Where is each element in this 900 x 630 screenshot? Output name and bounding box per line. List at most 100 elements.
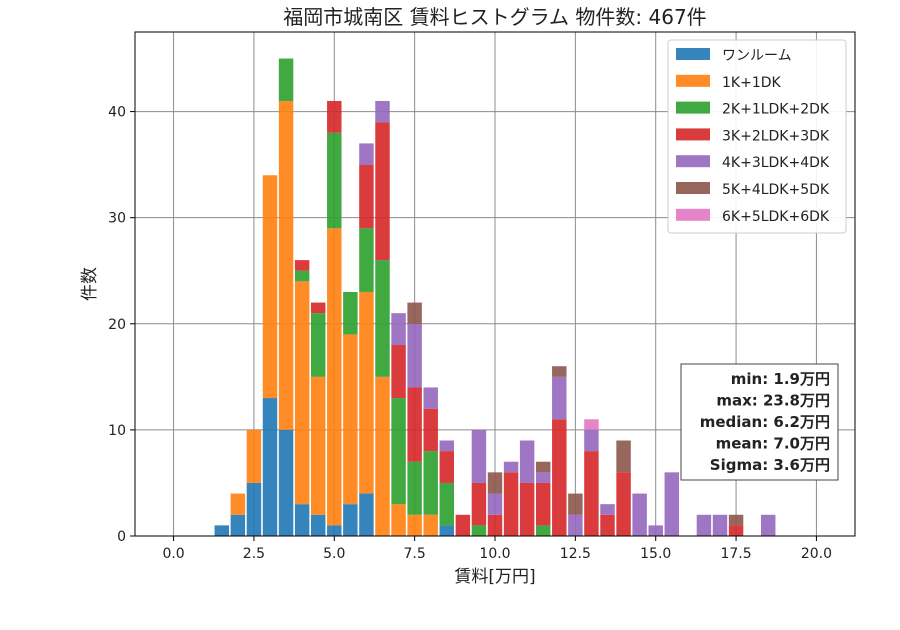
y-tick-label-0: 0: [117, 529, 126, 545]
y-tick-label-1: 10: [108, 423, 126, 439]
bar-s0-b7: [327, 525, 342, 536]
bar-s4-b30: [696, 514, 712, 536]
bar-s2-b12: [407, 461, 422, 515]
x-tick-label-0: 0.0: [162, 546, 184, 562]
bar-s0-b6: [310, 514, 326, 536]
y-tick-label-3: 30: [108, 211, 126, 227]
bar-s2-b9: [359, 228, 374, 292]
bar-s0-b2: [246, 482, 262, 536]
x-axis-label: 賃料[万円]: [454, 567, 535, 587]
bar-s2-b4: [278, 58, 294, 101]
bar-s0-b3: [262, 398, 278, 536]
bar-s4-b18: [503, 461, 519, 473]
stats-line-4: Sigma: 3.6万円: [710, 456, 830, 474]
bar-s5-b12: [407, 302, 422, 324]
bar-s4-b11: [391, 313, 406, 346]
bar-s1-b8: [343, 334, 358, 505]
bar-s1-b9: [359, 291, 374, 494]
bar-s2-b20: [535, 525, 551, 536]
bar-s5-b32: [728, 514, 744, 526]
legend-swatch-0: [676, 48, 710, 60]
legend-swatch-4: [676, 155, 710, 168]
x-tick-label-4: 10.0: [479, 546, 510, 562]
bar-s3-b14: [439, 451, 455, 483]
bar-s4-b23: [584, 429, 599, 452]
bar-s4-b22: [568, 514, 583, 536]
bar-s2-b8: [343, 291, 358, 335]
bar-s4-b16: [471, 429, 487, 483]
y-axis-ticks: 0 10 20 30 40: [108, 105, 135, 545]
bar-s1-b1: [230, 493, 246, 515]
bar-s4-b24: [600, 504, 615, 515]
legend-label-0: ワンルーム: [722, 48, 792, 64]
bar-s0-b1: [230, 514, 246, 536]
bar-s5-b17: [487, 472, 503, 494]
bar-s4-b13: [423, 387, 438, 409]
bar-s4-b28: [664, 472, 680, 536]
x-tick-label-1: 2.5: [243, 546, 265, 562]
bar-s3-b7: [327, 100, 342, 133]
bar-s3-b15: [455, 514, 471, 536]
bar-s3-b23: [584, 451, 599, 536]
bar-s6-b23: [584, 419, 599, 430]
bar-s4-b34: [760, 514, 776, 536]
bar-s0-b5: [294, 504, 310, 536]
bar-s5-b22: [568, 493, 583, 515]
legend-label-3: 3K+2LDK+3DK: [722, 128, 830, 144]
bar-s4-b20: [535, 472, 551, 483]
bar-s1-b5: [294, 281, 310, 505]
bar-s1-b10: [375, 376, 390, 536]
legend-box: [667, 39, 847, 234]
bar-s3-b24: [600, 514, 615, 536]
bar-s1-b7: [327, 228, 342, 526]
bar-s2-b13: [423, 451, 438, 515]
bar-s4-b21: [552, 376, 567, 420]
x-axis-ticks: 0.0 2.5 5.0 7.5 10.0 12.5 15.0 17.5 20.0: [162, 536, 832, 562]
bar-s3-b16: [471, 482, 487, 526]
bar-s0-b8: [343, 504, 358, 536]
bar-s1-b6: [310, 376, 326, 515]
bar-s2-b11: [391, 398, 406, 505]
bar-s3-b10: [375, 122, 390, 261]
x-tick-label-3: 7.5: [404, 546, 426, 562]
bar-s3-b19: [519, 482, 535, 536]
stats-box-frame: [680, 363, 839, 481]
bar-s4-b26: [632, 493, 647, 536]
legend: ワンルーム 1K+1DK 2K+1LDK+2DK 3K+2LDK+3DK 4K+3LDK…: [667, 39, 847, 234]
bar-s4-b31: [712, 514, 728, 536]
bar-s2-b6: [310, 313, 326, 377]
bar-s2-b16: [471, 525, 487, 536]
x-tick-label-7: 17.5: [720, 546, 751, 562]
bar-s1-b11: [391, 504, 406, 536]
y-tick-label-4: 40: [108, 105, 126, 121]
bar-s3-b13: [423, 408, 438, 452]
bar-s0-b0: [214, 525, 230, 536]
y-tick-label-2: 20: [108, 317, 126, 333]
legend-label-4: 4K+3LDK+4DK: [722, 155, 830, 171]
legend-swatch-3: [676, 128, 710, 141]
bar-s5-b25: [616, 440, 631, 473]
bar-s4-b9: [359, 143, 374, 165]
legend-swatch-5: [676, 182, 710, 194]
legend-label-1: 1K+1DK: [722, 75, 782, 91]
bar-s3-b32: [728, 525, 744, 536]
bar-s1-b13: [423, 514, 438, 536]
x-tick-label-5: 12.5: [560, 546, 591, 562]
bar-s3-b12: [407, 387, 422, 462]
bar-s3-b9: [359, 164, 374, 229]
bar-s0-b9: [359, 493, 374, 536]
bar-s2-b10: [375, 260, 390, 377]
bars: [214, 58, 776, 536]
bar-s3-b5: [294, 260, 310, 271]
stats-line-3: mean: 7.0万円: [716, 435, 830, 453]
bar-s0-b4: [278, 429, 294, 536]
bar-s3-b21: [552, 419, 567, 536]
bar-s2-b5: [294, 270, 310, 282]
bar-s3-b20: [535, 482, 551, 526]
stats-box: min: 1.9万円 max: 23.8万円 median: 6.2万円 mean: …: [680, 363, 839, 481]
bar-s3-b11: [391, 345, 406, 399]
bar-s0-b14: [439, 525, 455, 536]
bar-s1-b4: [278, 100, 294, 430]
x-tick-label-2: 5.0: [323, 546, 345, 562]
